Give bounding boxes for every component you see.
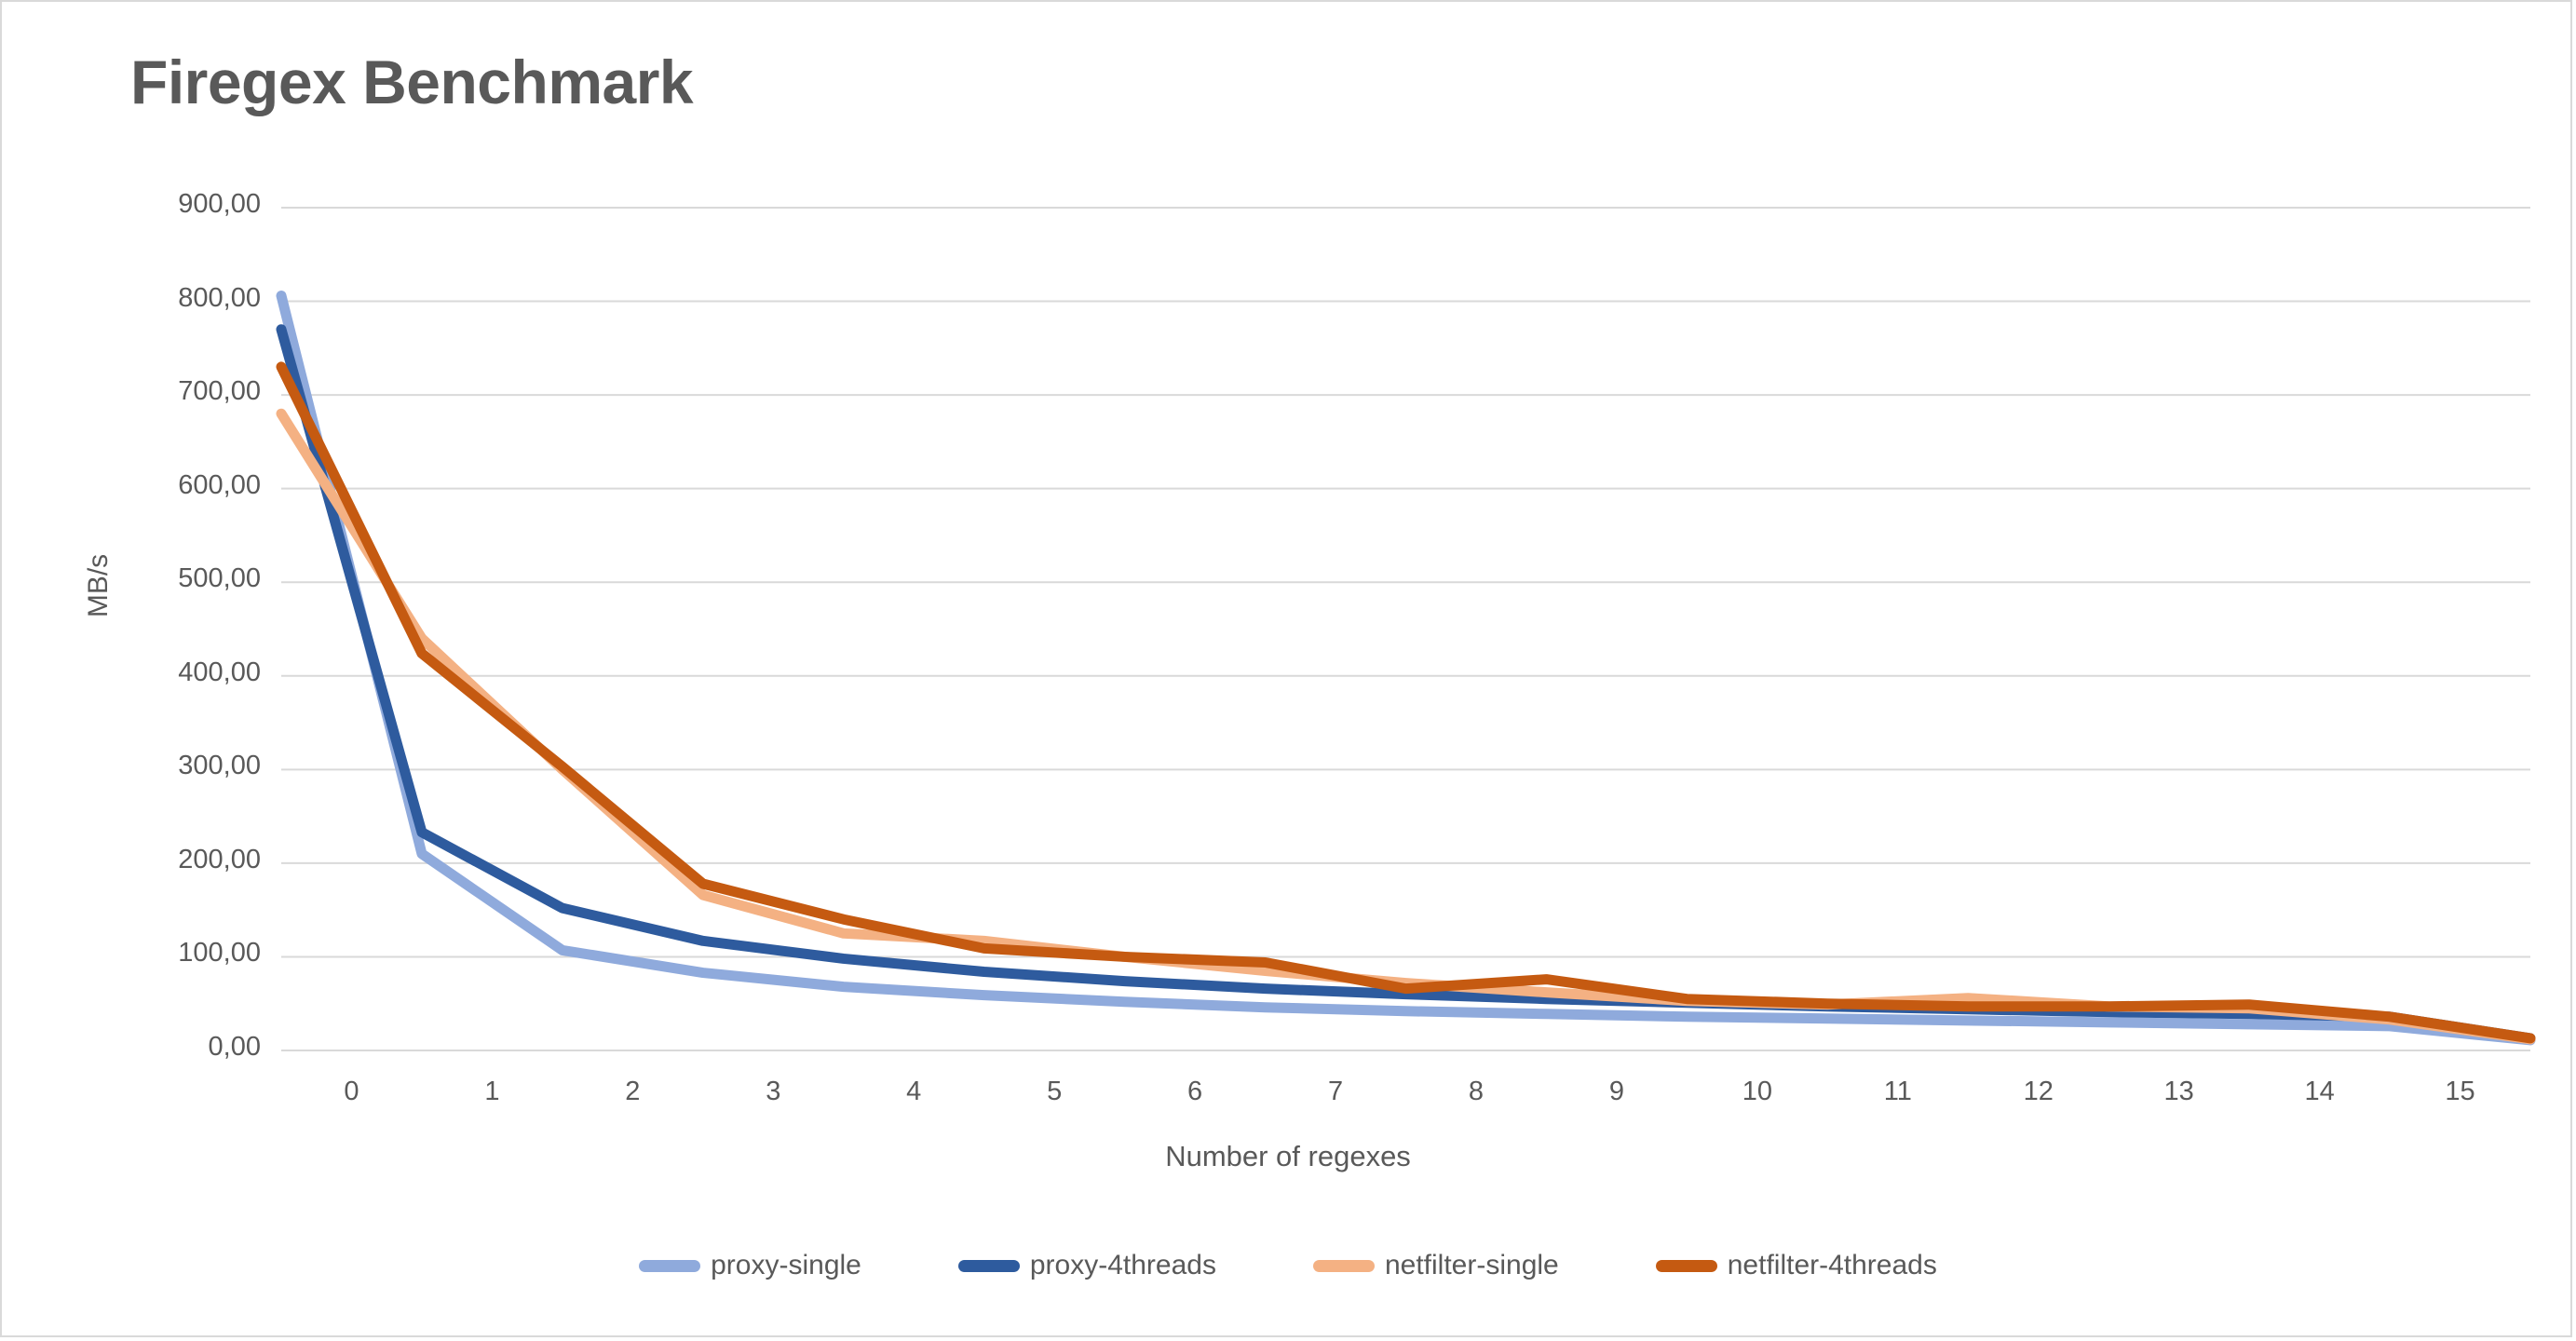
x-axis-tick-label: 5: [1047, 1077, 1063, 1106]
series-line-netfilter-single: [276, 408, 2536, 1045]
legend-swatch-icon: [1312, 1259, 1375, 1272]
legend-swatch-icon: [639, 1259, 701, 1272]
legend-item-label: netfilter-4threads: [1727, 1250, 1937, 1280]
y-axis-tick-label: 600,00: [178, 469, 261, 500]
x-axis-tick-label: 6: [1187, 1077, 1203, 1106]
x-axis-tick-label: 1: [484, 1077, 500, 1106]
x-axis-tick-label: 7: [1327, 1077, 1344, 1106]
y-axis-tick-label: 0,00: [208, 1032, 261, 1062]
x-axis-tick-label: 10: [1742, 1077, 1772, 1106]
y-axis-tick-label: 700,00: [178, 376, 261, 407]
y-axis-tick-label: 300,00: [178, 751, 261, 781]
series-line-netfilter-4threads: [276, 361, 2536, 1044]
legend-item-netfilter-4threads[interactable]: netfilter-4threads: [1655, 1250, 1937, 1281]
legend-item-proxy-single[interactable]: proxy-single: [639, 1250, 861, 1281]
chart-title: Firegex Benchmark: [130, 47, 694, 116]
y-axis-tick-label: 400,00: [178, 657, 261, 687]
series-line-proxy-single: [276, 291, 2536, 1046]
series-lines: [276, 291, 2536, 1046]
legend-swatch-icon: [957, 1259, 1020, 1272]
legend-item-proxy-4threads[interactable]: proxy-4threads: [957, 1250, 1216, 1281]
x-axis-tick-label: 11: [1883, 1077, 1912, 1106]
x-axis-tick-label: 14: [2304, 1077, 2335, 1106]
x-axis-tick-label: 0: [344, 1077, 359, 1106]
y-axis-tick-label: 100,00: [178, 938, 261, 968]
legend-swatch-icon: [1655, 1259, 1717, 1272]
legend-item-label: proxy-4threads: [1029, 1250, 1216, 1280]
y-axis-tick-label: 900,00: [178, 189, 261, 219]
x-axis-tick-label: 4: [906, 1077, 922, 1106]
y-axis-tick-label: 800,00: [178, 282, 261, 313]
y-axis-tick-label: 200,00: [178, 844, 261, 874]
gridlines: [281, 207, 2530, 1051]
series-line-proxy-4threads: [276, 324, 2536, 1044]
y-axis-tick-label: 500,00: [178, 563, 261, 594]
x-axis-tick-label: 12: [2023, 1077, 2054, 1106]
x-axis-tick-label: 8: [1468, 1077, 1485, 1106]
legend-item-label: proxy-single: [711, 1250, 861, 1280]
x-axis-tick-label: 3: [766, 1077, 781, 1106]
x-axis-title: Number of regexes: [1165, 1140, 1411, 1172]
legend-item-netfilter-single[interactable]: netfilter-single: [1312, 1250, 1559, 1281]
x-axis-tick-label: 9: [1608, 1077, 1624, 1106]
x-axis-tick-label: 15: [2445, 1077, 2475, 1106]
x-axis-tick-label: 13: [2163, 1077, 2194, 1106]
chart-legend: proxy-single proxy-4threads netfilter-sing…: [2, 1250, 2574, 1281]
x-axis-tick-label: 2: [625, 1077, 641, 1106]
legend-item-label: netfilter-single: [1384, 1250, 1559, 1280]
